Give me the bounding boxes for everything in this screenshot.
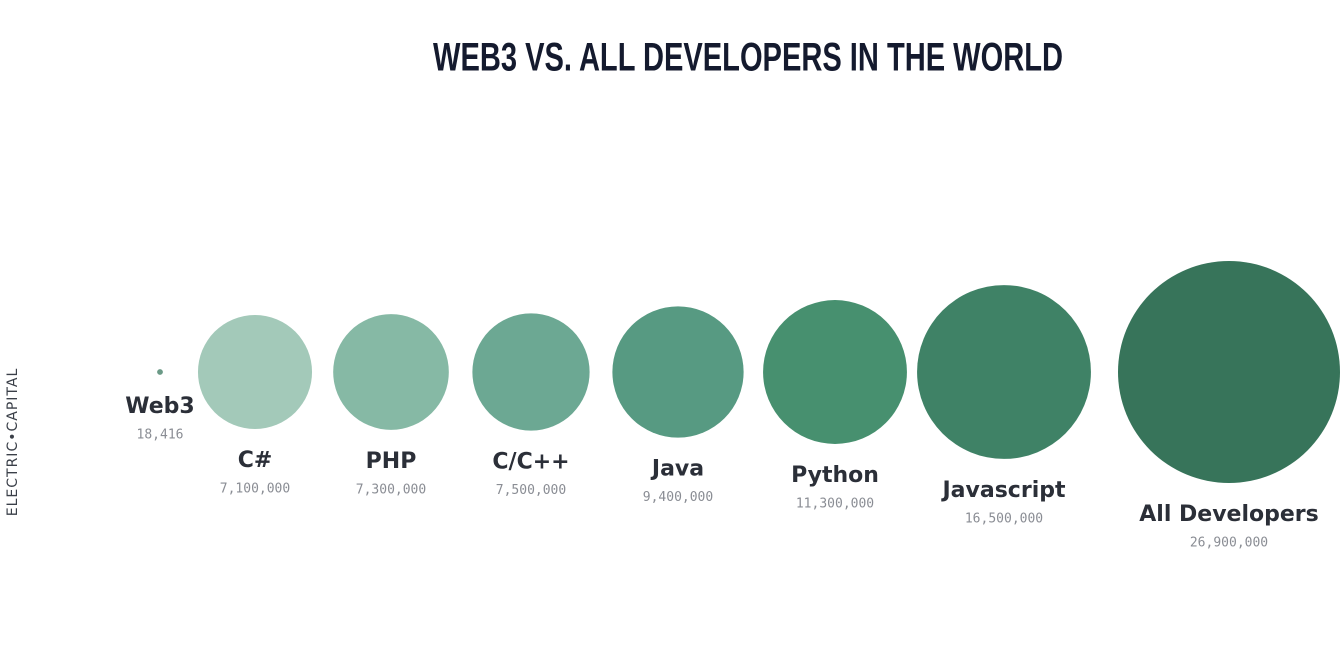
bubble — [612, 306, 744, 438]
category-label: Python — [791, 463, 879, 488]
category-label: Web3 — [125, 394, 194, 419]
value-label: 9,400,000 — [643, 490, 713, 505]
bubble — [1118, 261, 1340, 483]
category-label: Javascript — [940, 478, 1065, 503]
category-label: C/C++ — [492, 450, 569, 475]
bubble — [333, 314, 449, 430]
value-label: 16,500,000 — [965, 511, 1043, 526]
watermark: ELECTRIC•CAPITAL — [5, 368, 21, 516]
bubble — [197, 314, 313, 430]
chart-title: WEB3 VS. ALL DEVELOPERS IN THE WORLD — [433, 36, 1063, 80]
value-label: 7,500,000 — [496, 483, 566, 498]
value-label: 7,300,000 — [356, 482, 426, 497]
bubble — [917, 285, 1091, 459]
bubble — [157, 369, 163, 375]
value-label: 26,900,000 — [1190, 536, 1268, 551]
category-label: PHP — [366, 449, 417, 474]
value-label: 11,300,000 — [796, 496, 874, 511]
category-label: All Developers — [1139, 502, 1318, 527]
bubble — [763, 300, 907, 444]
category-label: Java — [650, 457, 704, 482]
value-label: 18,416 — [137, 427, 184, 442]
bubble — [472, 313, 590, 431]
value-label: 7,100,000 — [220, 482, 290, 497]
category-label: C# — [238, 448, 273, 473]
